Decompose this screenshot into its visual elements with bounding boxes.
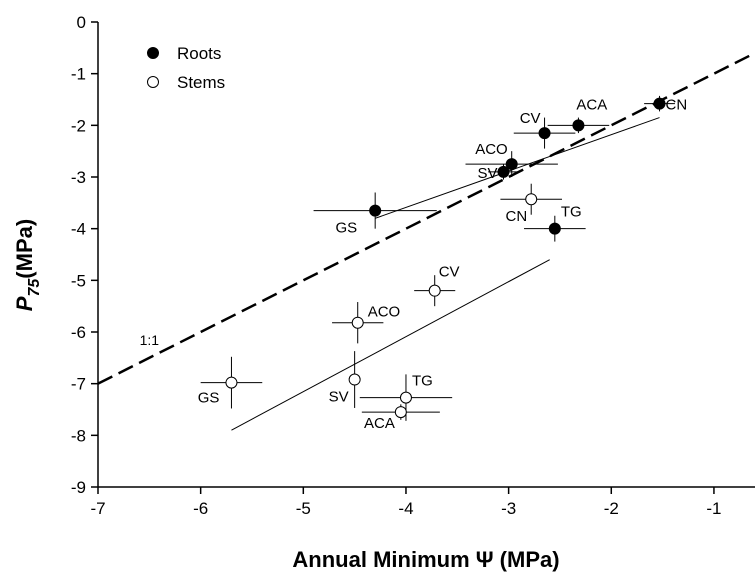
point-label: TG: [561, 204, 582, 221]
x-tick-label: -3: [501, 499, 516, 518]
annotation-label: 1:1: [140, 332, 160, 348]
root-data-point: [653, 97, 666, 110]
chart-legend: Roots Stems: [147, 44, 225, 92]
stem-data-point: [225, 376, 238, 389]
x-tick-label: -6: [193, 499, 208, 518]
y-tick-label: 0: [77, 13, 86, 32]
point-label: ACO: [368, 304, 401, 321]
x-tick-label: -5: [296, 499, 311, 518]
y-tick-label: -6: [71, 323, 86, 342]
y-tick-label: -2: [71, 116, 86, 135]
legend-label: Roots: [177, 44, 221, 63]
point-label: CN: [666, 97, 688, 114]
y-axis-label-subscript: 75: [26, 278, 43, 297]
chart-reference-lines: 1:1: [97, 51, 755, 431]
root-data-point: [505, 158, 518, 171]
point-label: ACO: [475, 141, 508, 158]
point-label: ACA: [364, 415, 395, 432]
fit-line: [231, 259, 550, 431]
y-axis-label: P75(MPa): [12, 219, 43, 311]
point-label: TG: [412, 373, 433, 390]
stem-data-point: [525, 193, 538, 206]
y-tick-label: -9: [71, 478, 86, 497]
y-axis-label-symbol: P: [12, 296, 37, 311]
one-to-one-line: [97, 51, 755, 385]
root-data-point: [497, 165, 510, 178]
chart-points: GS SV ACO CV ACA CN TG GS ACO CV CN SV TG ACA: [198, 95, 688, 432]
root-data-point: [369, 204, 382, 217]
fit-line: [375, 117, 660, 219]
x-tick-label: -1: [706, 499, 721, 518]
point-label: GS: [335, 220, 357, 237]
x-tick-label: -7: [90, 499, 105, 518]
stem-data-point: [351, 316, 364, 329]
y-tick-label: -3: [71, 168, 86, 187]
legend-marker: [147, 47, 159, 59]
point-label: SV: [477, 165, 497, 182]
stem-data-point: [394, 406, 407, 419]
point-label: ACA: [576, 96, 607, 113]
point-label: SV: [329, 389, 349, 406]
y-tick-label: -5: [71, 271, 86, 290]
x-tick-label: -4: [398, 499, 413, 518]
x-tick-label: -2: [604, 499, 619, 518]
y-tick-label: -4: [71, 220, 86, 239]
y-tick-label: -8: [71, 426, 86, 445]
point-label: CV: [439, 264, 460, 281]
root-data-point: [538, 127, 551, 140]
root-data-point: [548, 222, 561, 235]
stem-data-point: [428, 284, 441, 297]
point-label: CN: [506, 208, 528, 225]
point-label: GS: [198, 390, 220, 407]
point-label: CV: [520, 110, 541, 127]
y-tick-label: -7: [71, 375, 86, 394]
y-tick-label: -1: [71, 65, 86, 84]
chart-axes: 0-1-2-3-4-5-6-7-8-9-7 -6 -5 -4 -3 -2 -1: [71, 13, 755, 518]
stem-data-point: [399, 391, 412, 404]
root-data-point: [572, 119, 585, 132]
legend-marker: [147, 76, 159, 88]
x-axis-label: Annual Minimum Ψ (MPa): [292, 547, 559, 572]
y-axis-label-unit: (MPa): [12, 219, 37, 279]
stem-data-point: [348, 373, 361, 386]
legend-label: Stems: [177, 73, 225, 92]
